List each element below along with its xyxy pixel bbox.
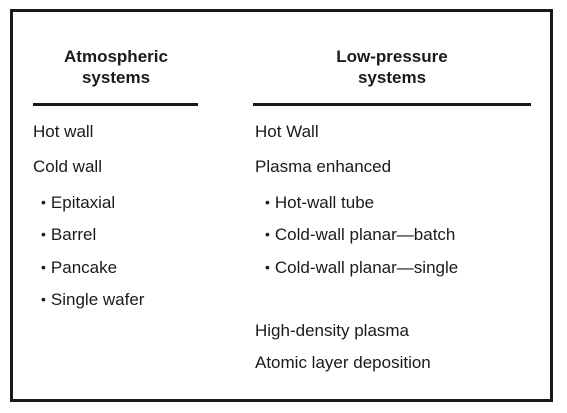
list-item: Cold wall: [33, 157, 102, 177]
atmospheric-heading: Atmospheric systems: [33, 46, 199, 88]
list-item: • Hot-wall tube: [265, 192, 374, 213]
list-item-text: Epitaxial: [50, 193, 116, 212]
bullet-icon: •: [41, 194, 46, 210]
low-pressure-heading: Low-pressure systems: [253, 46, 531, 88]
list-item-text: Pancake: [50, 258, 118, 277]
table-frame: Atmospheric systems Hot wall Cold wall •…: [10, 9, 553, 402]
atmospheric-heading-line1: Atmospheric: [64, 47, 168, 66]
list-item: Hot wall: [33, 122, 93, 142]
low-pressure-heading-line2: systems: [357, 68, 427, 87]
atmospheric-divider: [33, 103, 198, 106]
list-item-text: Atomic layer deposition: [255, 353, 431, 372]
list-item: • Cold-wall planar—batch: [265, 224, 455, 245]
list-item-text: Cold wall: [33, 157, 102, 176]
list-item-text: Cold-wall planar—single: [274, 258, 459, 277]
list-item-text: Hot-wall tube: [274, 193, 375, 212]
list-item: • Barrel: [41, 224, 96, 245]
list-item: • Epitaxial: [41, 192, 115, 213]
list-item: • Single wafer: [41, 289, 144, 310]
low-pressure-divider: [253, 103, 531, 106]
list-item: Atomic layer deposition: [255, 353, 431, 373]
list-item: • Cold-wall planar—single: [265, 257, 458, 278]
atmospheric-heading-line2: systems: [81, 68, 151, 87]
list-item: Plasma enhanced: [255, 157, 391, 177]
list-item-text: Barrel: [50, 225, 97, 244]
bullet-icon: •: [265, 194, 270, 210]
list-item: • Pancake: [41, 257, 117, 278]
bullet-icon: •: [41, 259, 46, 275]
bullet-icon: •: [41, 226, 46, 242]
list-item-text: Plasma enhanced: [255, 157, 392, 176]
low-pressure-heading-line1: Low-pressure: [336, 47, 448, 66]
list-item-text: High-density plasma: [255, 321, 410, 340]
bullet-icon: •: [265, 259, 270, 275]
bullet-icon: •: [265, 226, 270, 242]
list-item-text: Hot wall: [33, 122, 94, 141]
bullet-icon: •: [41, 291, 46, 307]
list-item: High-density plasma: [255, 321, 409, 341]
list-item-text: Cold-wall planar—batch: [274, 225, 456, 244]
list-item-text: Hot Wall: [255, 122, 319, 141]
list-item-text: Single wafer: [50, 290, 145, 309]
list-item: Hot Wall: [255, 122, 319, 142]
